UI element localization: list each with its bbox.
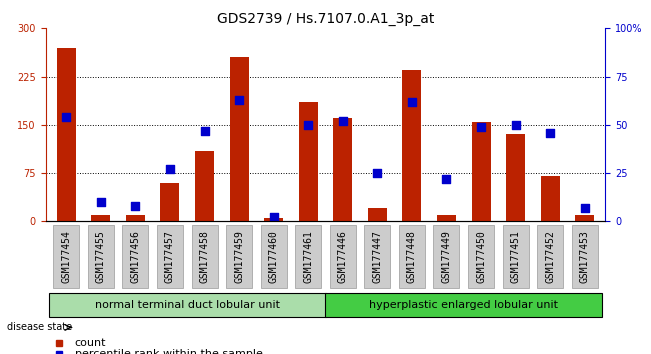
Bar — [91, 215, 111, 221]
Point — [234, 97, 244, 103]
Bar — [195, 150, 214, 221]
Point — [476, 124, 486, 130]
Point — [199, 128, 210, 133]
Point — [545, 130, 555, 135]
Point — [441, 176, 452, 182]
Bar — [540, 176, 560, 221]
Bar — [506, 135, 525, 221]
Text: GSM177446: GSM177446 — [338, 230, 348, 283]
FancyBboxPatch shape — [260, 225, 286, 288]
Bar — [437, 215, 456, 221]
Text: GSM177450: GSM177450 — [476, 230, 486, 283]
Text: GSM177460: GSM177460 — [269, 230, 279, 283]
Title: GDS2739 / Hs.7107.0.A1_3p_at: GDS2739 / Hs.7107.0.A1_3p_at — [217, 12, 434, 26]
FancyBboxPatch shape — [434, 225, 460, 288]
Bar — [326, 293, 602, 317]
Point — [372, 170, 383, 176]
FancyBboxPatch shape — [122, 225, 148, 288]
FancyBboxPatch shape — [330, 225, 355, 288]
Text: percentile rank within the sample: percentile rank within the sample — [75, 349, 263, 354]
Text: GSM177459: GSM177459 — [234, 230, 244, 283]
Text: GSM177456: GSM177456 — [130, 230, 141, 283]
Point — [61, 114, 72, 120]
Point — [268, 215, 279, 220]
Text: GSM177458: GSM177458 — [200, 230, 210, 283]
FancyBboxPatch shape — [537, 225, 563, 288]
Bar — [471, 121, 490, 221]
Bar — [333, 118, 352, 221]
Bar — [402, 70, 421, 221]
Text: GSM177449: GSM177449 — [441, 230, 451, 283]
Text: GSM177448: GSM177448 — [407, 230, 417, 283]
Bar — [368, 209, 387, 221]
Text: disease state: disease state — [7, 322, 72, 332]
Text: normal terminal duct lobular unit: normal terminal duct lobular unit — [95, 300, 280, 310]
FancyBboxPatch shape — [53, 225, 79, 288]
Point — [165, 166, 175, 172]
FancyBboxPatch shape — [157, 225, 183, 288]
Bar — [49, 293, 326, 317]
FancyBboxPatch shape — [503, 225, 529, 288]
Point — [303, 122, 313, 127]
Point — [510, 122, 521, 127]
Point — [407, 99, 417, 104]
FancyBboxPatch shape — [226, 225, 252, 288]
Point — [338, 118, 348, 124]
Text: GSM177454: GSM177454 — [61, 230, 72, 283]
Text: GSM177461: GSM177461 — [303, 230, 313, 283]
Text: count: count — [75, 338, 106, 348]
FancyBboxPatch shape — [296, 225, 321, 288]
FancyBboxPatch shape — [468, 225, 494, 288]
Point — [96, 199, 106, 205]
Point — [130, 203, 141, 209]
Bar — [230, 57, 249, 221]
Text: hyperplastic enlarged lobular unit: hyperplastic enlarged lobular unit — [369, 300, 559, 310]
Text: GSM177452: GSM177452 — [545, 230, 555, 283]
Text: GSM177453: GSM177453 — [579, 230, 590, 283]
Text: GSM177447: GSM177447 — [372, 230, 382, 283]
Text: GSM177455: GSM177455 — [96, 230, 106, 283]
Text: GSM177457: GSM177457 — [165, 230, 175, 283]
Bar — [575, 215, 594, 221]
Point — [579, 205, 590, 211]
Bar — [57, 47, 76, 221]
FancyBboxPatch shape — [399, 225, 425, 288]
FancyBboxPatch shape — [365, 225, 391, 288]
Bar — [161, 183, 180, 221]
Bar — [126, 215, 145, 221]
Bar — [264, 218, 283, 221]
Bar — [299, 102, 318, 221]
FancyBboxPatch shape — [88, 225, 114, 288]
FancyBboxPatch shape — [191, 225, 217, 288]
FancyBboxPatch shape — [572, 225, 598, 288]
Text: GSM177451: GSM177451 — [510, 230, 521, 283]
